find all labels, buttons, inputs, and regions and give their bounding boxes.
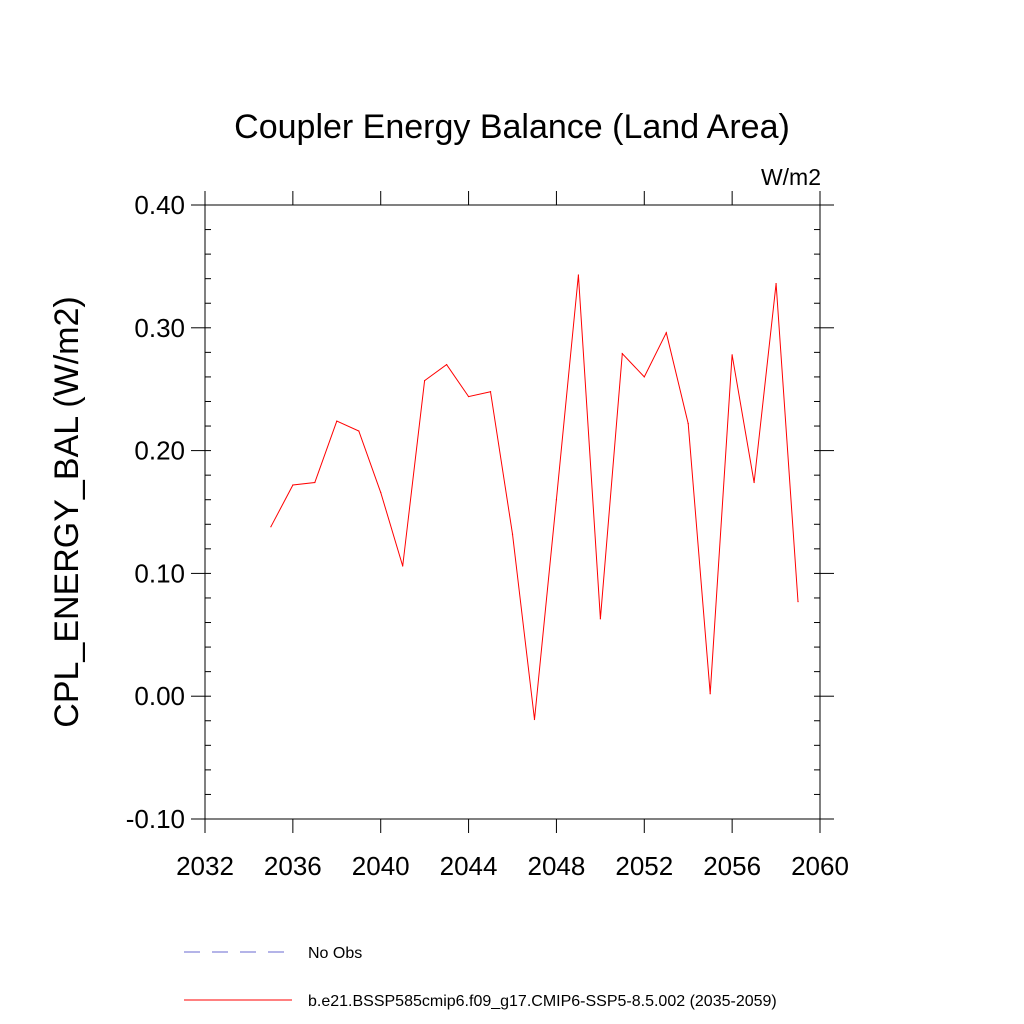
y-tick-label: 0.10 — [134, 558, 185, 588]
data-point — [446, 364, 448, 366]
data-point — [555, 499, 558, 501]
series-line — [270, 274, 799, 720]
legend: No Obs b.e21.BSSP585cmip6.f09_g17.CMIP6-… — [184, 945, 777, 1010]
data-point — [577, 274, 579, 276]
chart-title: Coupler Energy Balance (Land Area) — [234, 108, 790, 146]
data-point — [358, 430, 360, 432]
y-tick-label: 0.30 — [134, 313, 185, 343]
legend-label-model: b.e21.BSSP585cmip6.f09_g17.CMIP6-SSP5-8.… — [308, 993, 777, 1010]
data-point — [687, 422, 689, 425]
series-layer — [270, 274, 799, 721]
units-label: W/m2 — [761, 164, 821, 190]
x-tick-label: 2048 — [528, 851, 586, 881]
y-axis-label: CPL_ENERGY_BAL (W/m2) — [48, 296, 86, 727]
y-tick-label: 0.40 — [134, 190, 185, 220]
plot-frame — [204, 204, 821, 820]
x-tick-label: 2056 — [703, 851, 761, 881]
y-tick-label: -0.10 — [126, 804, 185, 834]
data-point — [314, 481, 316, 484]
x-tick-label: 2052 — [615, 851, 673, 881]
data-point — [489, 391, 492, 393]
data-point — [731, 354, 733, 356]
data-point — [621, 352, 623, 355]
y-axis-ticks: -0.10 0.00 0.10 0.20 0.30 0.40 — [126, 190, 834, 834]
data-point — [292, 484, 294, 486]
x-tick-label: 2060 — [791, 851, 849, 881]
data-point — [753, 481, 755, 484]
data-point — [665, 332, 667, 334]
data-point — [270, 526, 272, 528]
data-point — [797, 601, 799, 603]
y-tick-label: 0.00 — [134, 681, 185, 711]
legend-label-no-obs: No Obs — [308, 945, 362, 962]
data-point — [643, 376, 645, 378]
x-tick-label: 2036 — [264, 851, 322, 881]
y-tick-label: 0.20 — [134, 436, 185, 466]
data-point — [424, 380, 426, 382]
x-tick-label: 2040 — [352, 851, 410, 881]
data-point — [467, 395, 470, 398]
data-point — [511, 533, 514, 535]
data-point — [402, 565, 404, 567]
data-point — [380, 491, 382, 493]
data-point — [709, 693, 711, 695]
x-axis-ticks: 2032 2036 2040 2044 2048 2052 2056 2060 — [176, 191, 849, 881]
data-point — [533, 718, 536, 721]
data-point — [775, 282, 777, 285]
x-tick-label: 2044 — [440, 851, 498, 881]
x-tick-label: 2032 — [176, 851, 234, 881]
data-point — [336, 420, 338, 422]
data-point — [599, 618, 601, 620]
